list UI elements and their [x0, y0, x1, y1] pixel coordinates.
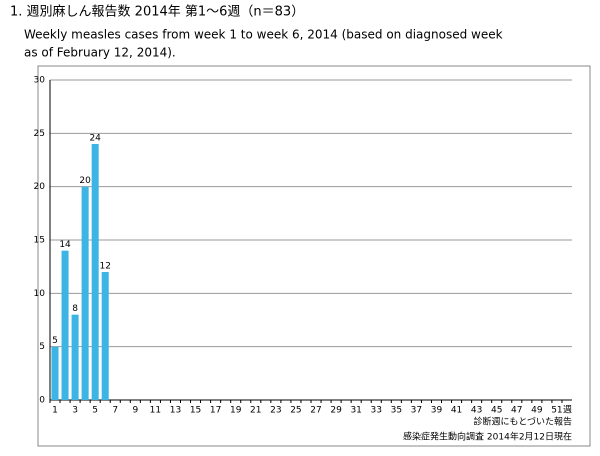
x-tick-label: 47 [511, 406, 522, 416]
annotation: 感染症発生動向調査 2014年2月12日現在 [403, 431, 572, 443]
bar [91, 144, 99, 400]
bar [51, 346, 59, 400]
data-label: 14 [59, 240, 71, 250]
x-tick-label: 35 [391, 406, 402, 416]
y-tick-label: 0 [39, 396, 45, 406]
data-label: 24 [89, 134, 101, 144]
data-label: 8 [72, 304, 78, 314]
y-tick-label: 25 [34, 129, 45, 139]
x-tick-label: 1 [52, 406, 58, 416]
x-tick-label: 39 [431, 406, 443, 416]
bar [81, 186, 89, 400]
chart-title: 1. 週別麻しん報告数 2014年 第1～6週（n＝83） [10, 5, 304, 20]
frame [37, 65, 591, 447]
x-tick-label: 15 [190, 406, 201, 416]
x-tick-label: 45 [491, 406, 502, 416]
bar [71, 314, 79, 400]
x-tick-label: 37 [411, 406, 422, 416]
chart-subtitle: as of February 12, 2014). [24, 46, 176, 60]
x-tick-label: 21 [250, 406, 261, 416]
data-label: 5 [52, 336, 58, 346]
x-tick-label: 29 [330, 406, 342, 416]
x-tick-label: 33 [371, 406, 382, 416]
y-tick-label: 30 [34, 76, 46, 86]
y-tick-label: 5 [39, 342, 45, 352]
x-tick-label: 49 [531, 406, 543, 416]
chart-subtitle: Weekly measles cases from week 1 to week… [24, 28, 503, 42]
data-label: 20 [79, 176, 91, 186]
data-label: 12 [99, 262, 110, 272]
x-tick-label: 31 [350, 406, 361, 416]
x-unit: 週 [563, 405, 572, 416]
x-tick-label: 17 [210, 406, 221, 416]
x-tick-label: 43 [471, 406, 482, 416]
x-tick-label: 27 [310, 406, 321, 416]
bar [61, 250, 69, 400]
x-tick-label: 11 [150, 406, 161, 416]
x-tick-label: 9 [132, 406, 138, 416]
y-tick-label: 15 [34, 236, 45, 246]
x-tick-label: 41 [451, 406, 462, 416]
x-tick-label: 19 [230, 406, 242, 416]
x-tick-label: 13 [170, 406, 181, 416]
x-tick-label: 3 [72, 406, 78, 416]
x-tick-label: 51 [551, 406, 562, 416]
x-tick-label: 5 [92, 406, 98, 416]
x-tick-label: 23 [270, 406, 281, 416]
y-tick-label: 20 [34, 182, 46, 192]
y-tick-label: 10 [34, 289, 46, 299]
bar [101, 272, 109, 400]
x-tick-label: 25 [290, 406, 301, 416]
annotation: 診断週にもとづいた報告 [474, 416, 572, 428]
x-tick-label: 7 [112, 406, 118, 416]
